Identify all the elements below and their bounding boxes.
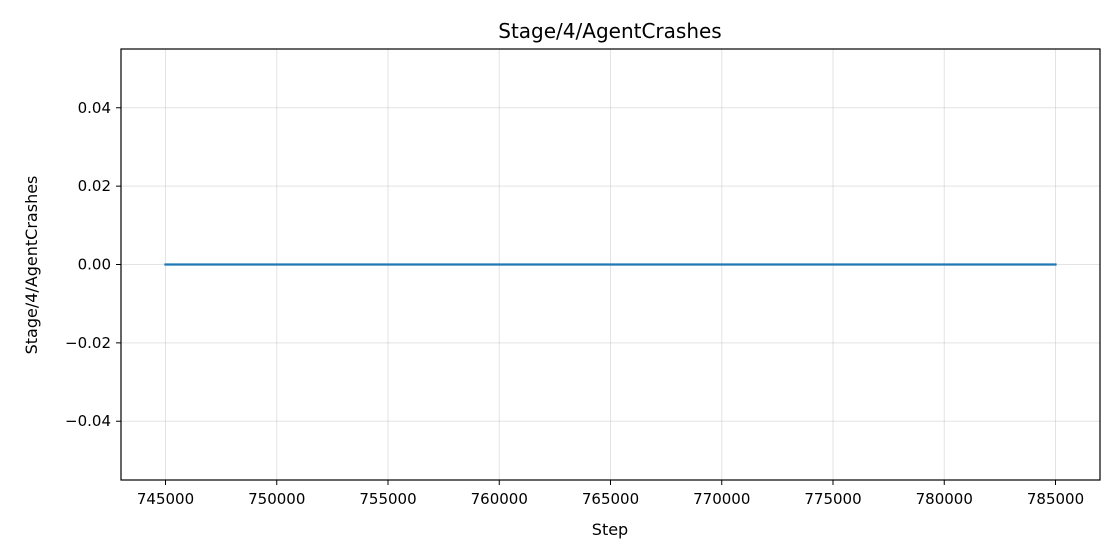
x-axis-ticks: 745000 750000 755000 760000 765000 770000 7750… (137, 480, 1084, 508)
x-tick-label: 755000 (359, 490, 416, 508)
y-tick-label: −0.04 (65, 412, 111, 430)
y-tick-label: 0.02 (78, 177, 111, 195)
x-tick-label: 750000 (248, 490, 305, 508)
x-tick-label: 770000 (693, 490, 750, 508)
chart-title: Stage/4/AgentCrashes (498, 19, 721, 43)
y-tick-label: −0.02 (65, 334, 111, 352)
x-tick-label: 765000 (582, 490, 639, 508)
x-axis-label: Step (592, 520, 628, 539)
x-tick-label: 780000 (916, 490, 973, 508)
y-tick-label: 0.00 (78, 256, 111, 274)
y-axis-ticks: 0.04 0.02 0.00 −0.02 −0.04 (65, 99, 121, 430)
x-tick-label: 760000 (471, 490, 528, 508)
y-axis-label: Stage/4/AgentCrashes (22, 176, 41, 355)
x-tick-label: 785000 (1027, 490, 1084, 508)
x-tick-label: 775000 (804, 490, 861, 508)
y-tick-label: 0.04 (78, 99, 111, 117)
x-tick-label: 745000 (137, 490, 194, 508)
